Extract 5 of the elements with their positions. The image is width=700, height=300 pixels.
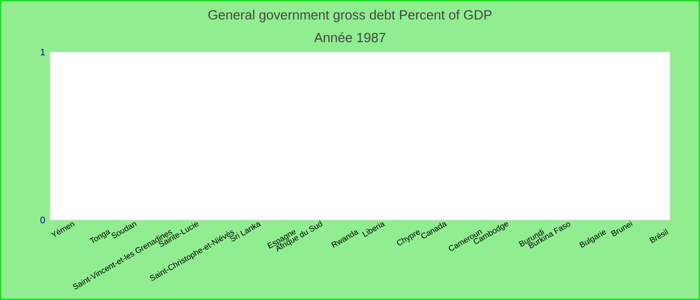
chart-title: General government gross debt Percent of GDP bbox=[208, 10, 492, 22]
y-tick-label: 0 bbox=[40, 216, 45, 224]
y-tick-label: 1 bbox=[40, 48, 45, 56]
x-tick-label: Tonga bbox=[89, 230, 111, 243]
chart-subtitle: Année 1987 bbox=[314, 32, 386, 42]
